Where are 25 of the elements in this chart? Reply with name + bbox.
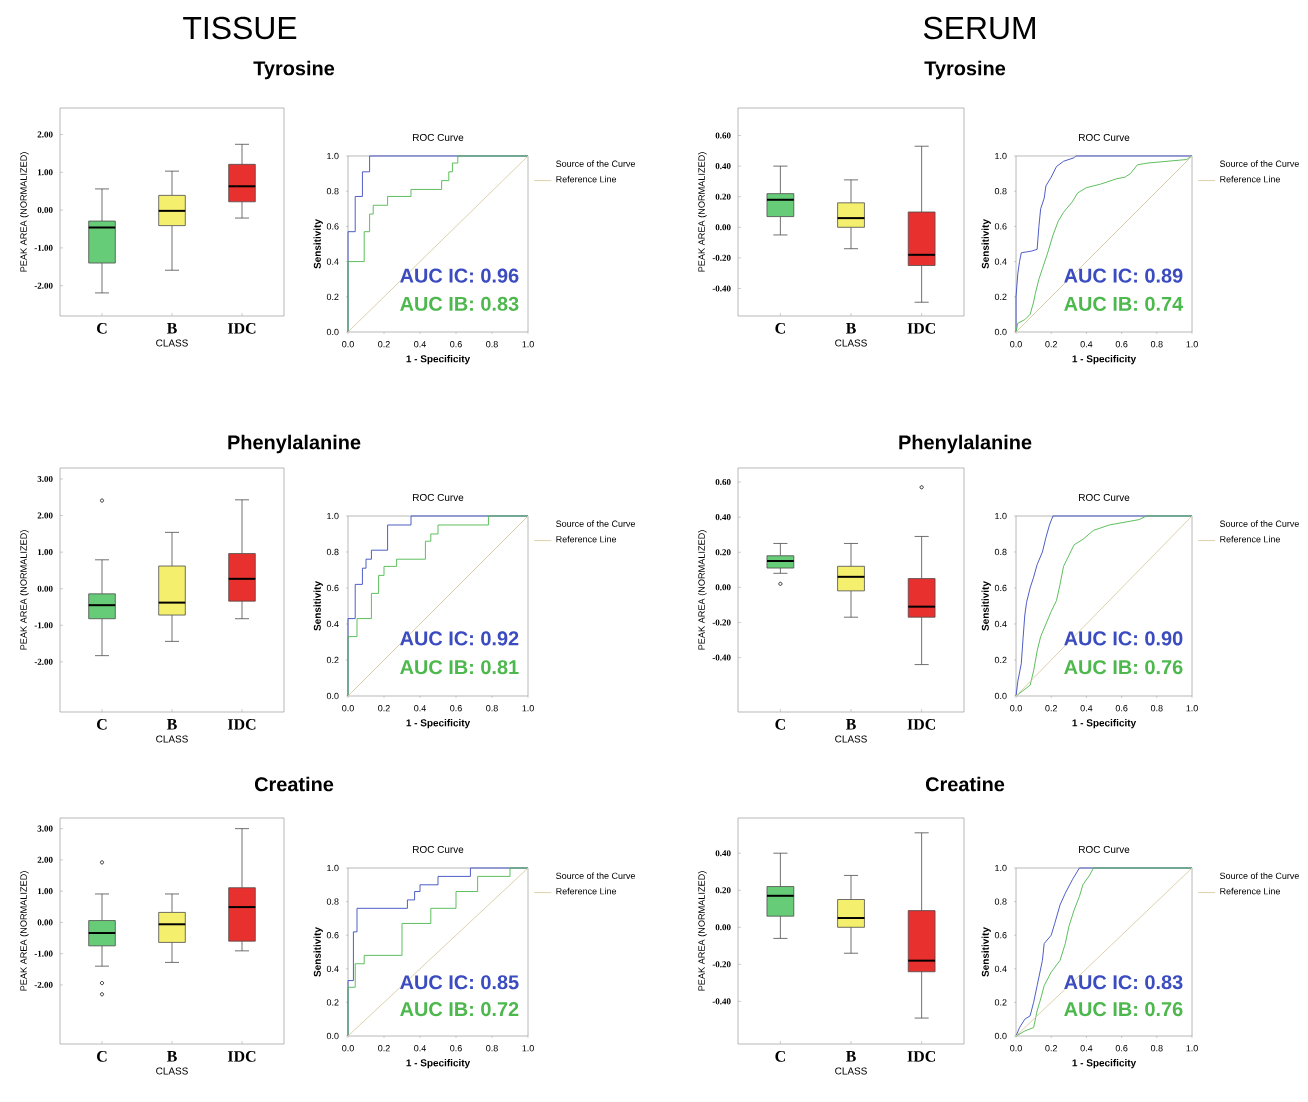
line-series — [347, 515, 529, 697]
annotation: AUC IB: 0.76 — [1064, 1002, 1183, 1017]
line-series — [347, 155, 529, 333]
line-series — [1015, 867, 1193, 1037]
chart-title: Phenylalanine — [899, 434, 1032, 454]
annotation: AUC IC: 0.92 — [400, 631, 519, 646]
line-series — [347, 867, 529, 1037]
annotation: AUC IB: 0.76 — [1064, 660, 1183, 675]
annotation: AUC IC: 0.83 — [1064, 975, 1183, 990]
annotation: AUC IC: 0.85 — [400, 975, 519, 990]
annotation: AUC IB: 0.81 — [400, 660, 519, 675]
annotation: AUC IC: 0.89 — [1064, 268, 1183, 283]
text: SERUM — [923, 16, 1035, 40]
annotation: AUC IB: 0.72 — [400, 1002, 519, 1017]
annotation: AUC IC: 0.96 — [400, 268, 519, 283]
annotation: AUC IB: 0.83 — [400, 296, 519, 311]
chart-title: Creatine — [925, 776, 1005, 792]
annotation: AUC IB: 0.74 — [1064, 296, 1184, 311]
chart-title: Phenylalanine — [228, 434, 361, 454]
chart-title: Creatine — [254, 776, 334, 792]
annotation: AUC IC: 0.90 — [1064, 631, 1183, 646]
text: TISSUE — [183, 16, 297, 40]
chart-title: Tyrosine — [924, 60, 1006, 80]
line-series — [1015, 155, 1193, 333]
chart-title: Tyrosine — [253, 60, 335, 80]
